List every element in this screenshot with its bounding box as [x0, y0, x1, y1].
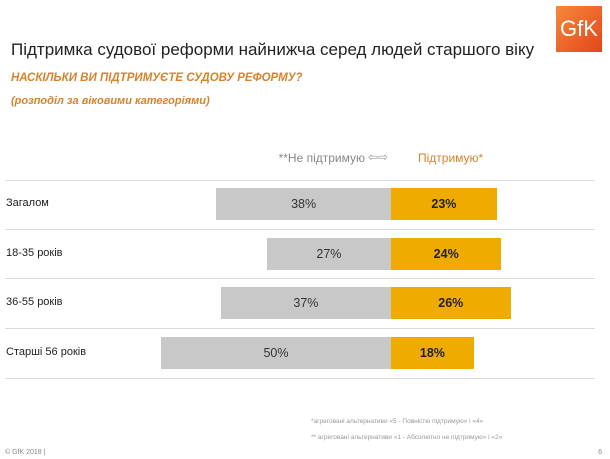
bar-not-support: 27%: [266, 238, 391, 270]
category-label: 36-55 років: [6, 296, 63, 308]
bar-support: 24%: [391, 238, 502, 270]
bar-not-support: 38%: [216, 188, 391, 220]
footnote-1: *агреговані альтернативи «5 - Повністю п…: [311, 418, 484, 425]
row-divider: [5, 229, 595, 230]
copyright: © GfK 2018 |: [5, 449, 46, 456]
bar-support: 23%: [391, 188, 497, 220]
bar-support: 26%: [391, 287, 511, 319]
bar-not-support: 50%: [161, 337, 391, 369]
page-title: Підтримка судової реформи найнижча серед…: [11, 40, 535, 59]
bar-not-support: 37%: [220, 287, 391, 319]
row-divider: [5, 278, 595, 279]
arrows-icon: ⇦⇨: [368, 150, 389, 164]
row-divider: [5, 378, 595, 379]
row-divider: [5, 180, 595, 181]
gfk-logo: GfK: [556, 6, 602, 52]
bar-support: 18%: [391, 337, 474, 369]
subtitle: (розподіл за віковими категоріями): [11, 95, 210, 107]
legend-not-support: **Не підтримую: [278, 151, 365, 165]
legend-support: Підтримую*: [418, 151, 484, 165]
category-label: 18-35 років: [6, 247, 63, 259]
question: НАСКІЛЬКИ ВИ ПІДТРИМУЄТЕ СУДОВУ РЕФОРМУ?: [11, 72, 303, 84]
category-label: Загалом: [6, 197, 49, 209]
row-divider: [5, 328, 595, 329]
category-label: Старші 56 років: [6, 346, 87, 358]
footnote-2: ** агреговані альтернативи «1 - Абсолютн…: [311, 434, 503, 441]
page-number: 6: [598, 449, 602, 456]
